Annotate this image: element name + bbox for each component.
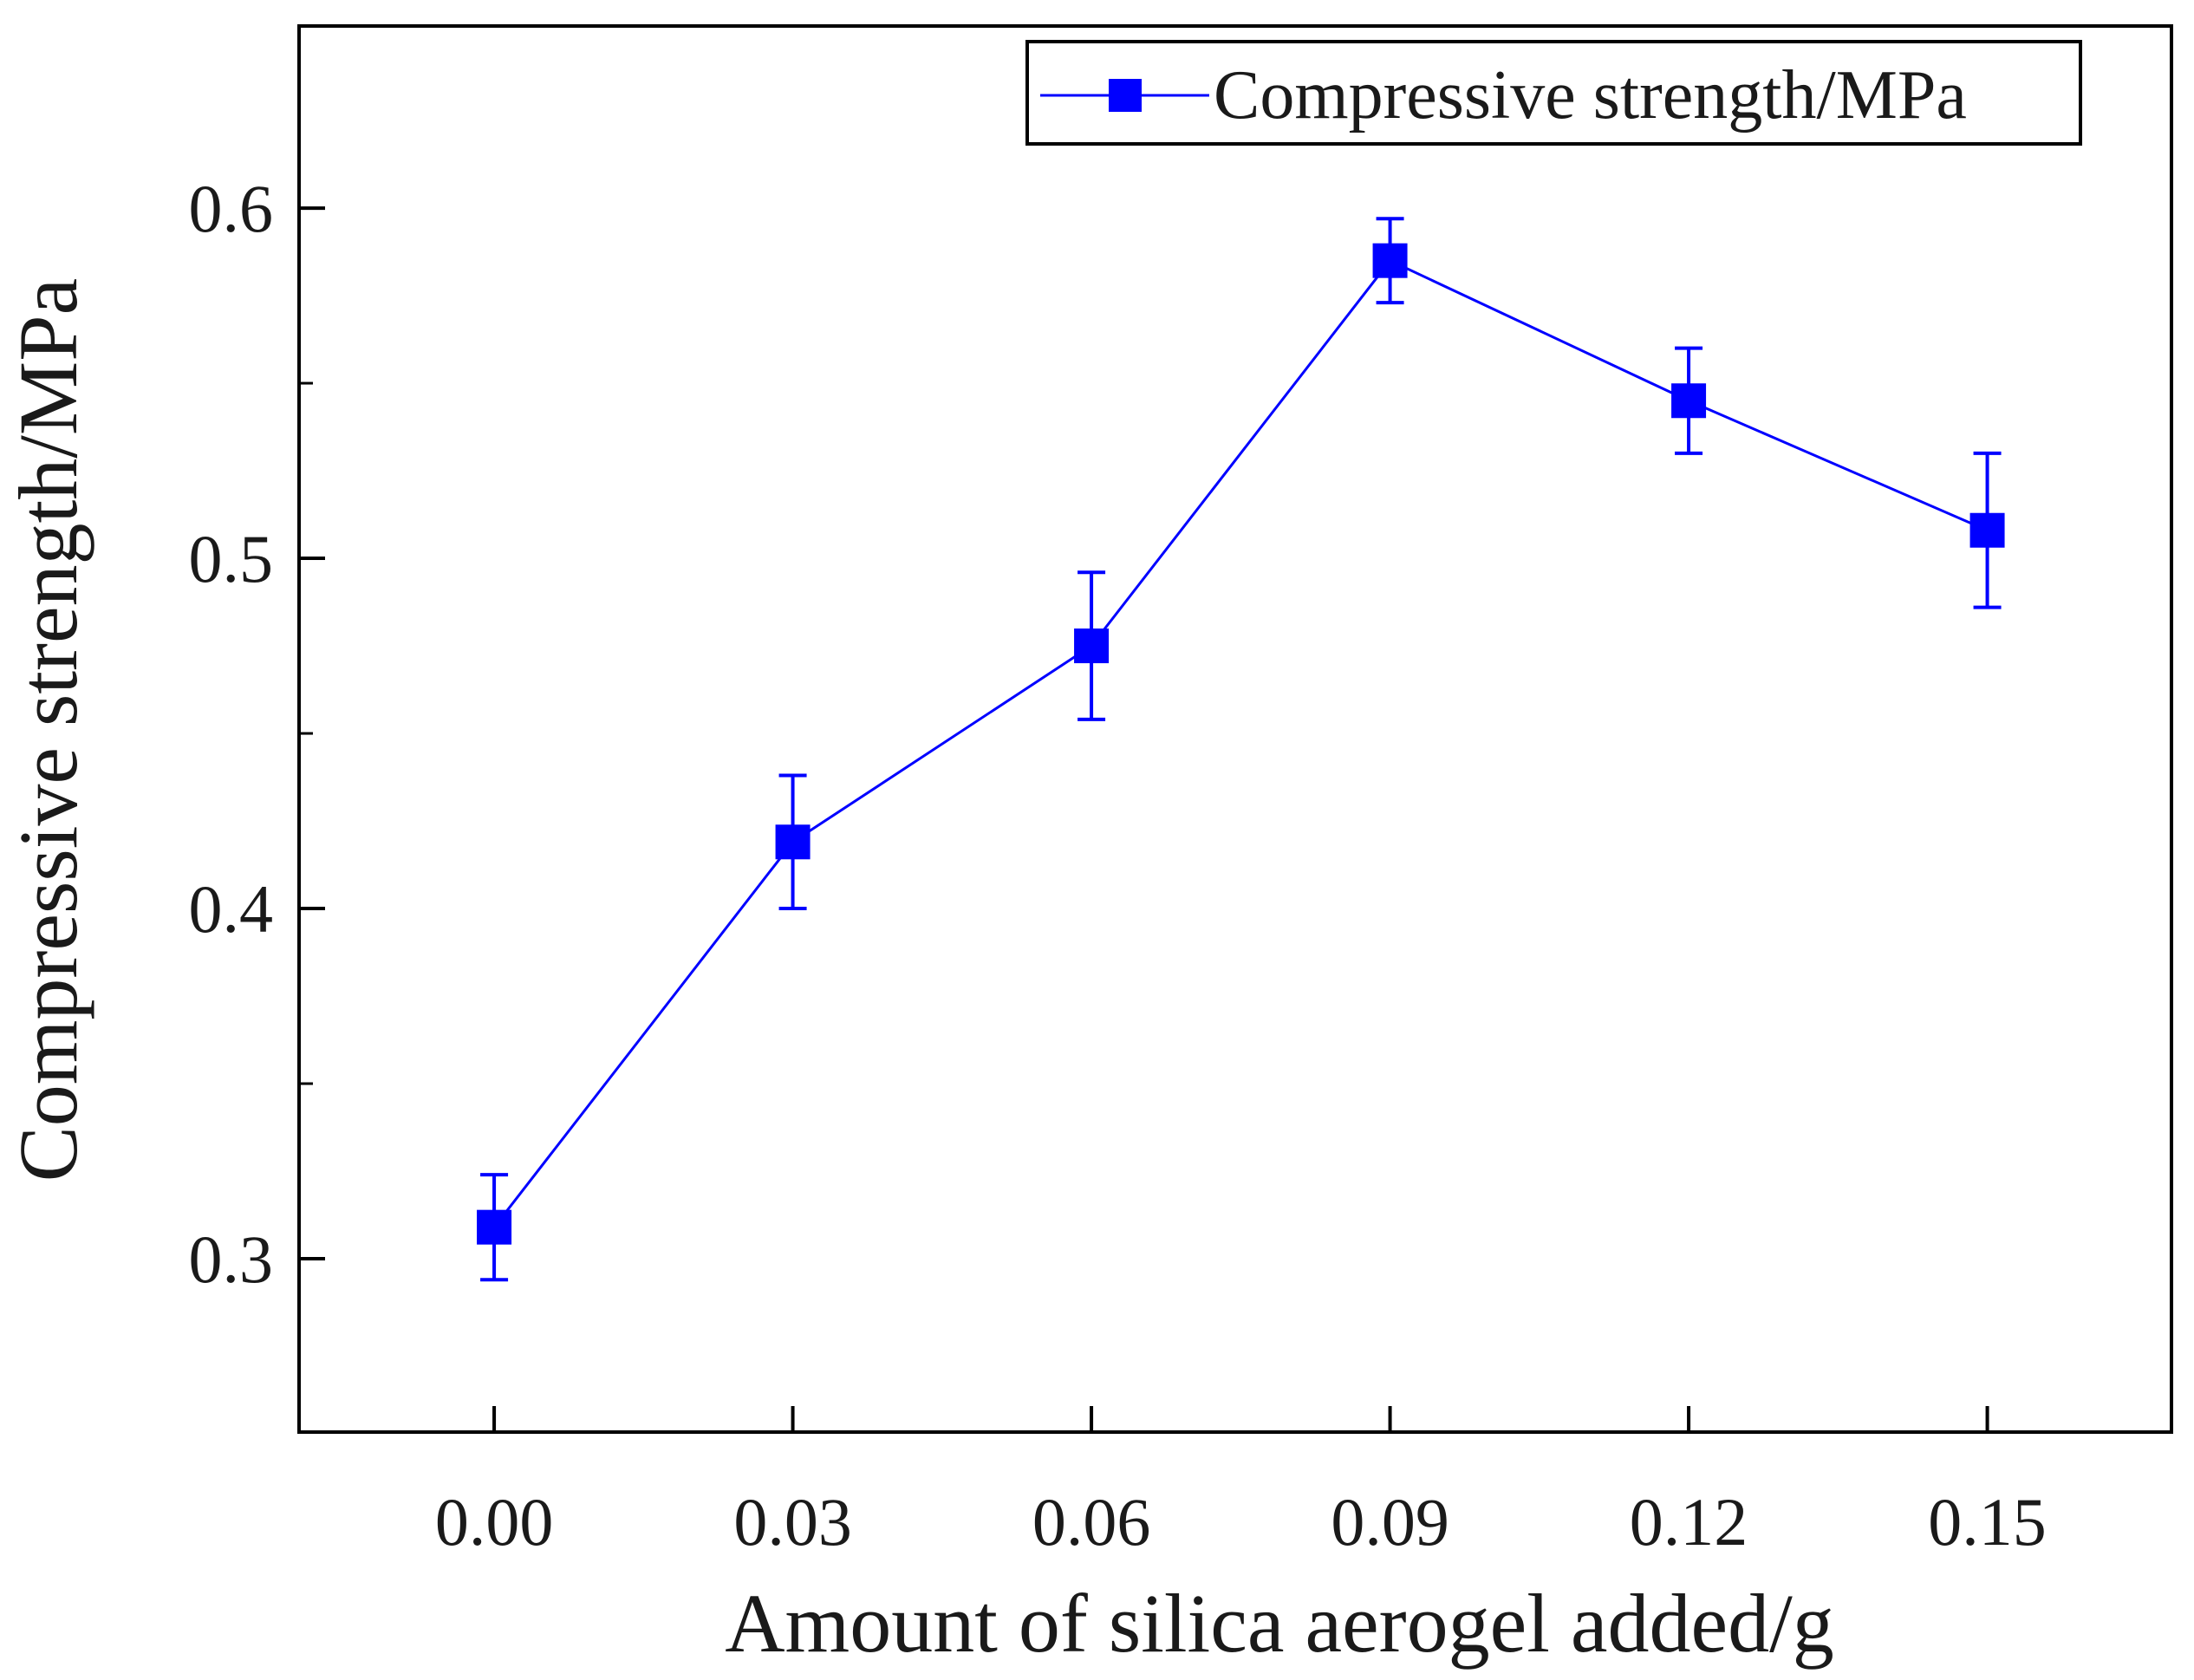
y-tick-label: 0.5	[189, 521, 274, 596]
x-tick-label: 0.06	[1032, 1484, 1151, 1560]
y-tick-label: 0.4	[189, 871, 274, 947]
series-layer	[477, 217, 2005, 1282]
data-point	[477, 1209, 512, 1245]
legend: Compressive strength/MPa	[1025, 40, 2082, 146]
x-tick-label: 0.03	[733, 1484, 852, 1560]
legend-label: Compressive strength/MPa	[1214, 57, 1967, 133]
data-point	[1671, 383, 1707, 419]
data-point	[1074, 628, 1110, 664]
plot-frame	[297, 24, 2173, 1434]
y-axis-title: Compressive strength/MPa	[2, 278, 94, 1182]
x-tick-label: 0.09	[1331, 1484, 1449, 1560]
x-tick-label: 0.15	[1928, 1484, 2047, 1560]
x-axis-title: Amount of silica aerogel added/g	[725, 1577, 1834, 1670]
legend-marker-sample	[1109, 79, 1142, 112]
x-tick-label: 0.12	[1630, 1484, 1748, 1560]
x-tick-label: 0.00	[435, 1484, 554, 1560]
y-tick-label: 0.6	[189, 171, 274, 246]
series-line	[492, 258, 1989, 1228]
y-axis: 0.3 0.4 0.5 0.6	[189, 171, 325, 1297]
data-point	[1969, 512, 2005, 548]
legend-box	[1025, 40, 2082, 146]
x-axis: 0.00 0.03 0.06 0.09 0.12 0.15	[435, 1406, 2047, 1560]
data-point	[775, 824, 811, 860]
y-tick-label: 0.3	[189, 1221, 274, 1297]
data-point	[1372, 243, 1408, 278]
